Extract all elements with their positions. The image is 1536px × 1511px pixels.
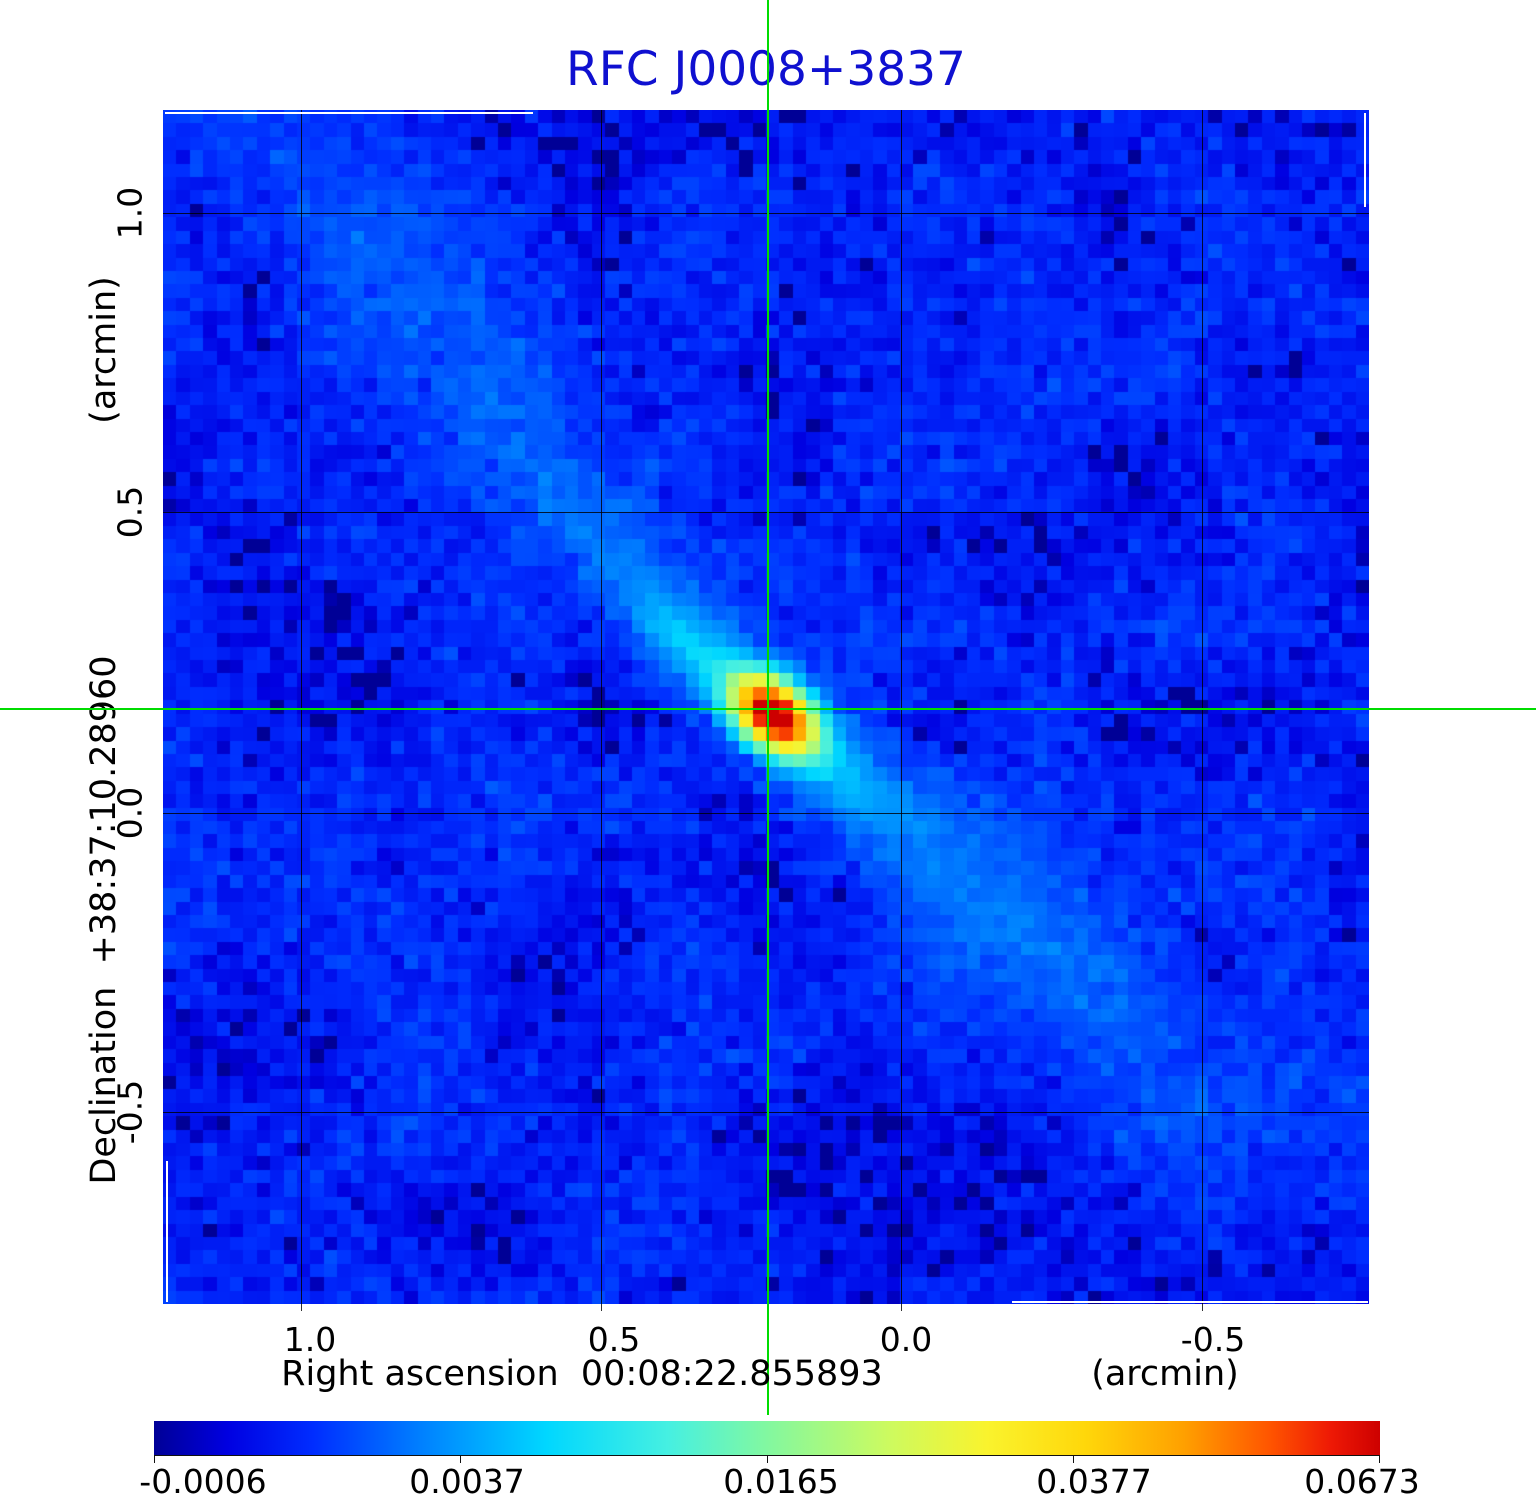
colorbar-gradient	[154, 1421, 1380, 1455]
colorbar-label-4: 0.0673	[1304, 1462, 1420, 1501]
grid-line-h-m0.5	[163, 1112, 1369, 1113]
sky-map-plot-area	[163, 110, 1369, 1311]
grid-line-h-0.0	[163, 813, 1369, 814]
x-tick-label-0: 1.0	[283, 1320, 337, 1359]
y-tick-label-3: -0.5	[110, 1079, 150, 1145]
edge-artifact-top-right	[1364, 113, 1366, 207]
colorbar	[154, 1421, 1380, 1463]
colorbar-label-2: 0.0165	[723, 1462, 839, 1501]
y-tick-label-2: 0.0	[110, 786, 150, 840]
crosshair-vertical-line	[767, 0, 769, 1415]
x-tick-label-2: 0.0	[879, 1320, 933, 1359]
colorbar-label-0: -0.0006	[139, 1462, 267, 1501]
y-tick-label-1: 0.5	[110, 485, 150, 539]
sky-image-canvas	[163, 110, 1369, 1304]
x-tick-label-3: -0.5	[1180, 1320, 1246, 1359]
grid-line-v-0.0	[901, 110, 902, 1311]
colorbar-label-3: 0.0377	[1036, 1462, 1152, 1501]
edge-artifact-top	[165, 112, 533, 114]
edge-artifact-bottom-left	[166, 1161, 168, 1302]
edge-artifact-bottom	[1012, 1301, 1368, 1303]
colorbar-tick-2	[767, 1455, 768, 1463]
grid-line-v-0.5	[601, 110, 602, 1311]
grid-line-v-m0.5	[1202, 110, 1203, 1311]
colorbar-tick-4	[1379, 1455, 1380, 1463]
page-title: RFC J0008+3837	[566, 42, 966, 97]
colorbar-tick-3	[1073, 1455, 1074, 1463]
y-axis-unit-label: (arcmin)	[84, 276, 124, 424]
colorbar-label-1: 0.0037	[409, 1462, 525, 1501]
x-axis-title: Right ascension 00:08:22.855893	[281, 1354, 883, 1394]
grid-line-v-1.0	[301, 110, 302, 1311]
x-tick-label-1: 0.5	[587, 1320, 641, 1359]
colorbar-tick-1	[460, 1455, 461, 1463]
y-tick-label-0: 1.0	[110, 186, 150, 240]
x-axis-unit-label: (arcmin)	[1091, 1354, 1239, 1394]
grid-line-h-1.0	[163, 213, 1369, 214]
grid-line-h-0.5	[163, 512, 1369, 513]
crosshair-horizontal-line	[0, 708, 1536, 710]
colorbar-tick-0	[154, 1455, 155, 1463]
